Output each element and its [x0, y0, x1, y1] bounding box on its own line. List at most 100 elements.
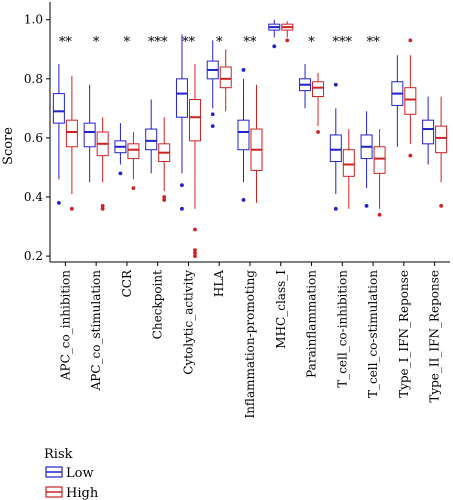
outlier-point: [364, 203, 369, 208]
significance-label: **: [182, 35, 196, 50]
box-body: [422, 119, 435, 145]
box-high-MHC_class_I: [281, 21, 294, 43]
box-high-Checkpoint: [158, 117, 171, 202]
x-tick-label: Type_II_IFN_Reponse: [428, 270, 442, 403]
legend-label: High: [66, 486, 99, 500]
y-tick-label: 0.6: [24, 131, 43, 145]
significance-label: *: [216, 35, 223, 50]
box-low-HLA: [206, 40, 219, 128]
x-tick-label: Checkpoint: [151, 270, 165, 339]
outlier-point: [210, 124, 215, 128]
legend-entry-high: High: [45, 486, 99, 500]
box-high-APC_co_stimulation: [96, 117, 109, 211]
outlier-point: [316, 130, 320, 134]
box-body: [127, 143, 140, 160]
box-high-Cytolytic_activity: [188, 64, 201, 258]
box-body: [373, 146, 386, 174]
outlier-point: [193, 227, 197, 232]
x-tick-label: Inflammation-promoting: [243, 270, 257, 419]
box-body: [342, 149, 355, 177]
outlier-point: [408, 153, 413, 158]
box-high-Parainflammation: [312, 72, 325, 134]
box-body: [52, 93, 65, 124]
box-body: [83, 122, 96, 148]
box-body: [404, 87, 417, 115]
y-tick-label: 0.2: [24, 249, 43, 263]
box-high-Type_I_IFN_Reponse: [404, 38, 417, 158]
outlier-point: [377, 212, 382, 217]
outlier-point: [333, 206, 338, 211]
box-low-Checkpoint: [145, 99, 158, 174]
outlier-point: [162, 195, 167, 199]
legend-entry-low: Low: [45, 466, 94, 481]
outlier-point: [193, 248, 197, 253]
significance-label: *: [308, 35, 315, 50]
box-high-Type_II_IFN_Reponse: [435, 96, 448, 208]
x-tick-label: T_cell_co-inhibition: [335, 270, 349, 388]
box-low-CCR: [114, 123, 127, 176]
box-low-Inflammation-promoting: [237, 68, 250, 202]
outlier-point: [193, 254, 197, 258]
outlier-point: [118, 171, 123, 176]
y-axis-label: Score: [1, 127, 16, 165]
y-tick-label: 0.4: [24, 190, 43, 204]
legend-entries: Low High: [45, 466, 99, 500]
outlier-point: [333, 82, 338, 87]
significance-labels: ** * * *** ** * ** * *** **: [59, 35, 380, 50]
outlier-point: [69, 206, 74, 211]
box-body: [435, 125, 448, 154]
box-low-APC_co_stimulation: [83, 84, 96, 183]
x-tick-label: T_cell_co-stimulation: [366, 270, 380, 398]
box-high-Inflammation-promoting: [250, 84, 263, 203]
box-low-T_cell_co-stimulation: [360, 111, 373, 208]
outlier-point: [180, 206, 184, 211]
box-low-APC_co_inhibition: [52, 64, 65, 205]
outlier-point: [56, 201, 61, 205]
x-tick-label: HLA: [212, 270, 226, 297]
box-body: [312, 81, 325, 98]
box-high-T_cell_co-stimulation: [373, 129, 386, 217]
outlier-point: [100, 206, 105, 211]
box-low-Cytolytic_activity: [175, 34, 188, 211]
x-tick-label: Cytolytic_activity: [181, 270, 195, 375]
box-body: [65, 119, 78, 148]
outlier-point: [272, 44, 277, 49]
legend: Risk Low High: [44, 447, 99, 500]
significance-label: **: [59, 35, 73, 50]
box-high-HLA: [219, 49, 232, 112]
x-tick-label: Parainflammation: [305, 270, 319, 378]
box-high-T_cell_co-inhibition: [342, 129, 355, 209]
y-tick-label: 0.8: [24, 72, 43, 86]
x-tick-label: APC_co_inhibition: [58, 270, 72, 381]
x-axis-tick-labels: APC_co_inhibition APC_co_stimulation CCR Ch…: [58, 262, 442, 419]
significance-label: *: [93, 35, 100, 50]
y-tick-label: 1.0: [24, 13, 43, 27]
x-tick-label: Type_I_IFN_Reponse: [397, 270, 411, 398]
box-body: [175, 78, 188, 118]
significance-label: *: [124, 35, 131, 50]
box-low-Parainflammation: [299, 64, 312, 109]
box-body: [237, 119, 250, 151]
outlier-point: [193, 251, 197, 256]
outlier-point: [408, 38, 413, 43]
significance-label: **: [244, 35, 258, 50]
box-low-Type_I_IFN_Reponse: [391, 55, 404, 147]
x-tick-label: CCR: [120, 269, 134, 297]
box-body: [188, 99, 201, 142]
x-tick-label: MHC_class_I: [274, 270, 288, 349]
box-high-CCR: [127, 132, 140, 191]
box-body: [329, 134, 342, 163]
outlier-point: [162, 198, 167, 202]
box-groups: [52, 19, 448, 258]
box-body: [219, 66, 232, 89]
significance-label: ***: [148, 35, 168, 50]
box-low-T_cell_co-inhibition: [329, 82, 342, 211]
outlier-point: [131, 186, 136, 191]
outlier-point: [100, 203, 105, 208]
box-body: [145, 128, 158, 151]
box-high-APC_co_inhibition: [65, 75, 78, 211]
x-tick-label: APC_co_stimulation: [89, 270, 103, 392]
outlier-point: [180, 183, 184, 188]
box-low-Type_II_IFN_Reponse: [422, 96, 435, 165]
